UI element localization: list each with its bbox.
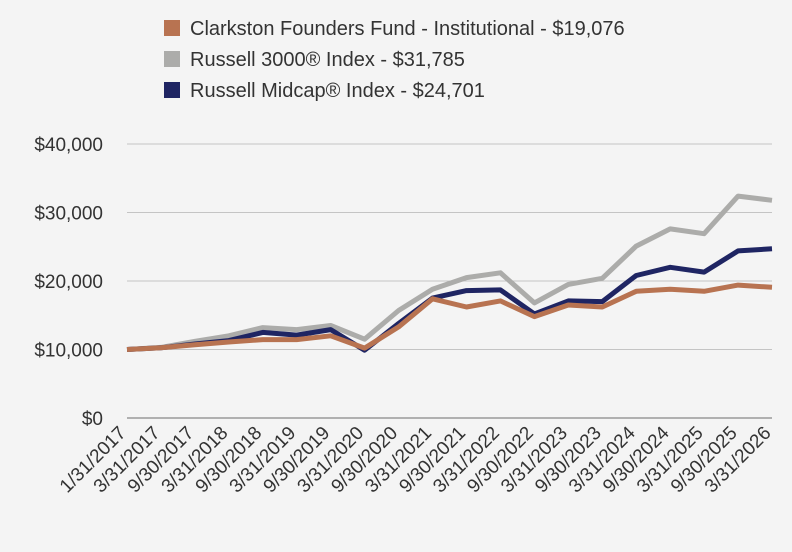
series-lines	[126, 193, 773, 353]
y-tick-label: $40,000	[34, 135, 103, 156]
legend-label-1: Clarkston Founders Fund - Institutional …	[190, 18, 625, 40]
legend: Clarkston Founders Fund - Institutional …	[164, 18, 625, 102]
y-tick-label: $0	[82, 409, 103, 430]
legend-label-2: Russell 3000® Index - $31,785	[190, 49, 465, 71]
legend-label-3: Russell Midcap® Index - $24,701	[190, 80, 485, 102]
legend-swatch-1	[164, 20, 180, 36]
series-line-2	[126, 193, 773, 352]
x-axis-tick-labels: 1/31/20173/31/20179/30/20173/31/20189/30…	[56, 422, 776, 497]
y-tick-label: $30,000	[34, 204, 103, 225]
y-tick-label: $20,000	[34, 272, 103, 293]
y-tick-label: $10,000	[34, 341, 103, 362]
y-axis-tick-labels: $0 $10,000 $20,000 $30,000 $40,000	[34, 135, 103, 430]
legend-swatch-3	[164, 82, 180, 98]
series-line-1	[126, 282, 773, 352]
legend-swatch-2	[164, 51, 180, 67]
